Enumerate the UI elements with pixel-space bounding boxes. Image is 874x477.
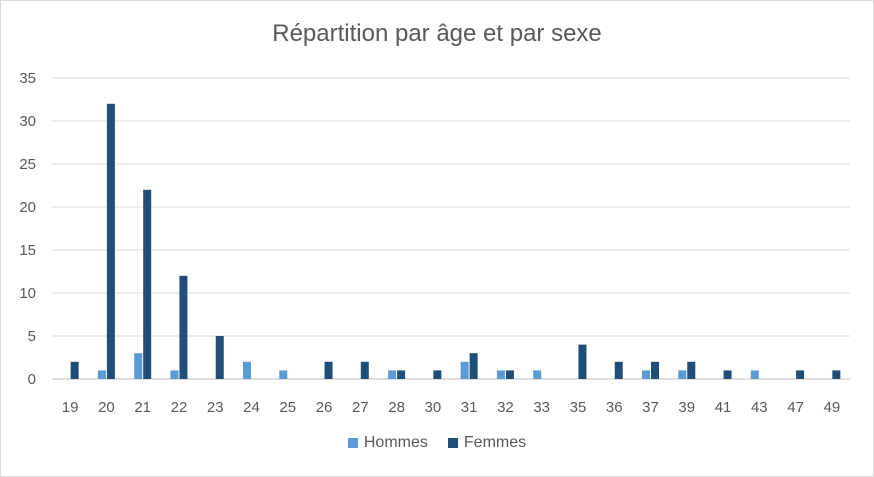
x-tick-label: 28 xyxy=(388,399,405,416)
bar-femmes-37 xyxy=(651,361,659,379)
x-tick-label: 23 xyxy=(207,399,224,416)
x-tick-label: 33 xyxy=(533,399,550,416)
bar-femmes-41 xyxy=(723,370,732,379)
x-tick-label: 26 xyxy=(316,399,333,416)
x-tick-label: 25 xyxy=(279,399,296,416)
legend-swatch-hommes xyxy=(347,438,358,448)
bar-femmes-26 xyxy=(324,361,333,379)
y-tick-label: 35 xyxy=(19,70,36,87)
x-tick-label: 37 xyxy=(642,399,659,416)
bar-hommes-39 xyxy=(678,370,687,379)
bar-hommes-21 xyxy=(134,353,143,379)
bar-femmes-22 xyxy=(179,275,188,379)
y-tick-label: 0 xyxy=(28,371,36,388)
bar-hommes-37 xyxy=(642,370,650,379)
legend-label-hommes: Hommes xyxy=(363,434,428,451)
x-tick-label: 31 xyxy=(461,399,478,416)
bar-femmes-32 xyxy=(505,370,514,379)
x-tick-label: 22 xyxy=(171,399,188,416)
bar-femmes-49 xyxy=(832,370,841,379)
x-tick-label: 49 xyxy=(824,399,841,416)
bar-hommes-28 xyxy=(388,370,397,379)
bar-femmes-27 xyxy=(360,361,369,379)
bar-femmes-19 xyxy=(70,361,79,379)
bar-femmes-47 xyxy=(796,370,805,379)
x-tick-label: 24 xyxy=(243,399,260,416)
bar-hommes-22 xyxy=(170,370,179,379)
legend-label-femmes: Femmes xyxy=(463,434,527,451)
x-tick-label: 39 xyxy=(678,399,695,416)
bar-hommes-43 xyxy=(750,370,759,379)
legend-item-hommes: Hommes xyxy=(347,434,428,452)
bar-hommes-25 xyxy=(279,370,288,379)
chart-legend: Hommes Femmes xyxy=(0,434,874,452)
bar-femmes-35 xyxy=(578,344,587,379)
bar-femmes-36 xyxy=(614,361,623,379)
legend-item-femmes: Femmes xyxy=(447,434,527,452)
x-tick-label: 43 xyxy=(751,399,768,416)
y-tick-label: 25 xyxy=(19,156,36,173)
bar-femmes-21 xyxy=(143,189,152,379)
bar-femmes-23 xyxy=(215,336,224,379)
x-tick-label: 27 xyxy=(352,399,369,416)
bar-femmes-28 xyxy=(397,370,406,379)
chart-title: Répartition par âge et par sexe xyxy=(272,20,602,47)
bar-femmes-20 xyxy=(106,103,115,380)
bar-hommes-31 xyxy=(460,361,469,379)
bar-femmes-30 xyxy=(433,370,442,379)
x-tick-label: 35 xyxy=(570,399,587,416)
y-tick-label: 30 xyxy=(19,113,36,130)
y-tick-label: 10 xyxy=(19,285,36,302)
x-tick-label: 19 xyxy=(62,399,79,416)
bar-hommes-20 xyxy=(97,370,106,379)
x-tick-label: 47 xyxy=(787,399,804,416)
bar-femmes-31 xyxy=(469,353,478,379)
bar-hommes-32 xyxy=(496,370,505,379)
x-tick-label: 21 xyxy=(134,399,151,416)
y-tick-label: 20 xyxy=(19,199,36,216)
y-tick-label: 15 xyxy=(19,242,36,259)
x-tick-label: 41 xyxy=(715,399,732,416)
legend-swatch-femmes xyxy=(447,438,458,448)
x-tick-label: 30 xyxy=(425,399,442,416)
bar-hommes-24 xyxy=(243,361,251,379)
x-tick-label: 20 xyxy=(98,399,115,416)
y-tick-label: 5 xyxy=(28,328,36,345)
x-tick-label: 36 xyxy=(606,399,623,416)
bar-hommes-33 xyxy=(533,370,542,379)
x-tick-label: 32 xyxy=(497,399,514,416)
bar-femmes-39 xyxy=(687,361,696,379)
